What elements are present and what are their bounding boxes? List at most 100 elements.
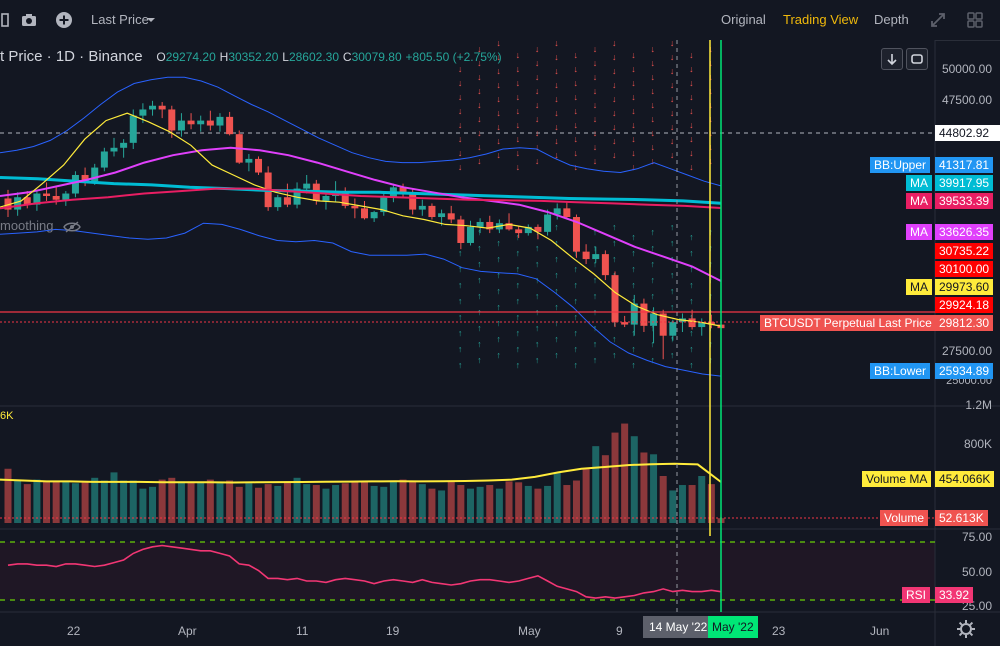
signal-arrow-up: ↑ (573, 312, 578, 322)
signal-arrow-up: ↑ (689, 232, 694, 242)
candle-body (100, 151, 108, 168)
time-axis-label: Apr (178, 624, 197, 638)
volume-bar (197, 482, 205, 523)
chart-type-icon[interactable] (0, 12, 10, 28)
candle-body (457, 219, 465, 243)
crosshair-time-label: 14 May '22 (643, 616, 714, 638)
candle-body (447, 213, 455, 220)
tab-trading-view[interactable]: Trading View (783, 12, 859, 27)
volume-bar (62, 481, 70, 523)
signal-arrow-up: ↑ (477, 291, 482, 301)
signal-arrow-down: ↓ (593, 86, 598, 96)
signal-arrow-up: ↑ (612, 222, 617, 232)
signal-arrow-up: ↑ (689, 360, 694, 370)
signal-arrow-up: ↑ (458, 344, 463, 354)
open-label: O (156, 50, 166, 64)
volume-bar (91, 477, 99, 523)
volume-bar (303, 484, 311, 523)
candle-body (120, 142, 128, 148)
signal-arrow-down: ↓ (651, 156, 656, 166)
signal-arrow-down: ↓ (477, 100, 482, 110)
volume-bar (611, 432, 619, 523)
ma-magenta-value: 33626.35 (935, 224, 994, 240)
signal-arrow-down: ↓ (477, 58, 482, 68)
volume-bar (158, 479, 166, 523)
volume-bar (332, 485, 340, 523)
signal-arrow-up: ↑ (670, 302, 675, 312)
candle-body (466, 226, 474, 243)
change-value: +805.50 (+2.75%) (405, 50, 502, 64)
volume-bar (563, 485, 571, 523)
candle-body (515, 229, 523, 234)
add-indicator-icon[interactable] (55, 11, 73, 29)
signal-arrow-up: ↑ (516, 296, 521, 306)
low-label: L (282, 50, 289, 64)
signal-arrow-down: ↓ (612, 94, 617, 104)
price-source-select[interactable]: Last Price (91, 12, 149, 27)
signal-arrow-down: ↓ (651, 142, 656, 152)
eye-hidden-icon[interactable] (63, 221, 81, 233)
signal-arrow-up: ↑ (516, 264, 521, 274)
signal-arrow-up: ↑ (689, 344, 694, 354)
signal-arrow-up: ↑ (477, 339, 482, 349)
camera-icon[interactable] (20, 11, 38, 29)
time-axis-label: 23 (772, 624, 786, 638)
signal-arrow-down: ↓ (689, 148, 694, 158)
candle-body (71, 174, 79, 194)
series-line-ma-yellow (0, 112, 722, 327)
signal-arrow-down: ↓ (689, 134, 694, 144)
chevron-down-icon[interactable] (146, 15, 156, 25)
volume-bar (71, 483, 79, 523)
close-value: 30079.80 (351, 50, 402, 64)
candle-body (621, 322, 629, 325)
signal-arrow-down: ↓ (631, 134, 636, 144)
signal-arrow-up: ↑ (516, 248, 521, 258)
volume-bar (428, 488, 436, 523)
signal-arrow-down: ↓ (651, 128, 656, 138)
candle-body (592, 254, 600, 260)
candle-body (428, 205, 436, 218)
signal-arrow-down: ↓ (631, 78, 636, 88)
signal-arrow-up: ↑ (554, 238, 559, 248)
scroll-down-button[interactable] (881, 48, 903, 70)
signal-arrow-down: ↓ (458, 134, 463, 144)
candle-body (659, 313, 667, 336)
candle-body (505, 223, 513, 230)
signal-arrow-up: ↑ (612, 350, 617, 360)
settings-gear-icon[interactable] (957, 620, 975, 638)
price-chart[interactable]: ↓ ↓ ↓ ↓ ↓ ↓ ↓ ↓ ↓ ↑ ↑ ↑ ↑ ↑ ↑ ↑ ↑ ↑ ↓ ↓ ↓ ↓ ↓ ↓ ↓ ↓ ↓ ↑ ↑ ↑ ↑ ↑ ↑ ↑ ↑ ↑ ↓ ↓ ↓ ↓… (0, 40, 1000, 646)
candle-body (226, 116, 234, 135)
tab-original[interactable]: Original (721, 12, 766, 27)
grid-layout-icon[interactable] (967, 12, 983, 28)
signal-arrow-up: ↑ (631, 264, 636, 274)
signal-arrow-down: ↓ (689, 120, 694, 130)
signal-arrow-down: ↓ (477, 128, 482, 138)
signal-arrow-up: ↑ (516, 328, 521, 338)
fullscreen-icon[interactable] (930, 12, 946, 28)
candle-body (611, 275, 619, 323)
signal-arrow-down: ↓ (554, 52, 559, 62)
tab-depth[interactable]: Depth (874, 12, 909, 27)
ma-pink-label: MA (906, 193, 932, 209)
ma-cyan-label: MA (906, 175, 932, 191)
signal-arrow-up: ↑ (631, 296, 636, 306)
signal-arrow-down: ↓ (496, 122, 501, 132)
candle-body (698, 322, 706, 328)
open-value: 29274.20 (165, 50, 216, 64)
signal-arrow-up: ↑ (573, 264, 578, 274)
signal-arrow-up: ↑ (670, 334, 675, 344)
volume-bar (544, 485, 552, 523)
signal-arrow-up: ↑ (554, 302, 559, 312)
ma-yellow-value: 29973.60 (935, 279, 994, 295)
price-axis-label: 47500.00 (941, 93, 992, 107)
signal-arrow-up: ↑ (496, 302, 501, 312)
signal-arrow-up: ↑ (554, 350, 559, 360)
volume-bar (139, 488, 147, 523)
signal-arrow-down: ↓ (651, 44, 656, 54)
high-value: 30352.20 (228, 50, 279, 64)
volume-bar (216, 483, 224, 523)
signal-arrow-down: ↓ (516, 50, 521, 60)
reset-scale-button[interactable] (906, 48, 928, 70)
price-axis-label: 50000.00 (941, 62, 992, 76)
signal-arrow-up: ↑ (535, 259, 540, 269)
